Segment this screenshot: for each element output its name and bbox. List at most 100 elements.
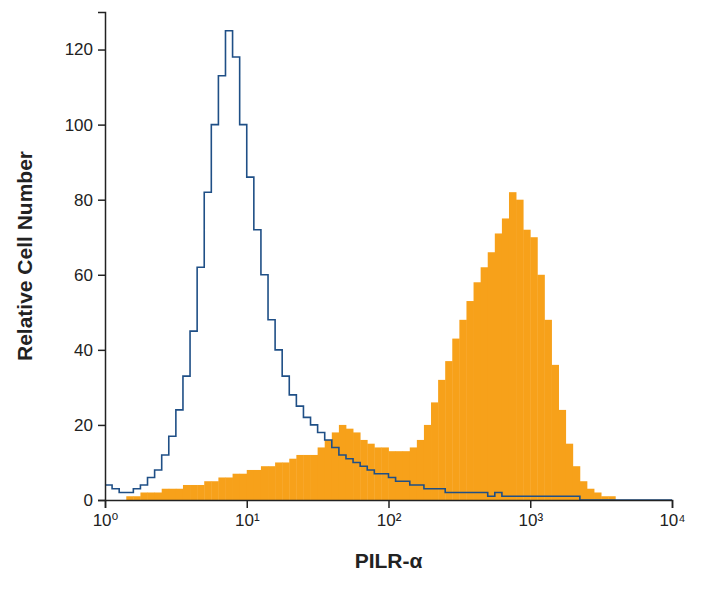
y-tick-mark	[98, 425, 105, 427]
histogram-bar	[240, 474, 247, 500]
histogram-bar	[325, 440, 332, 500]
histogram-bar	[148, 492, 156, 500]
y-axis-title: Relative Cell Number	[13, 151, 36, 361]
y-tick-mark	[98, 49, 105, 51]
histogram-bar	[403, 451, 411, 500]
histogram-bar	[396, 451, 403, 500]
x-tick-label: 10³	[518, 511, 543, 530]
y-tick-label: 40	[74, 341, 93, 360]
histogram-bar	[544, 320, 552, 500]
y-tick: 80	[74, 191, 105, 210]
x-tick-label: 10⁴	[659, 511, 685, 530]
histogram-bar	[481, 267, 488, 500]
chart: 10⁰ 10¹ 10² 10³ 10⁴ 0 20 40 60 80 100 120 PILR-α Rela…	[0, 0, 701, 598]
y-tick-label: 60	[74, 266, 93, 285]
x-axis-line	[106, 501, 673, 509]
histogram-bar	[417, 440, 424, 500]
histogram-bar	[197, 485, 204, 500]
histogram-bar	[133, 496, 140, 500]
y-tick-label: 120	[65, 40, 93, 59]
histogram-bar	[502, 218, 509, 500]
histogram-bar	[552, 365, 559, 500]
histogram-bar	[332, 432, 339, 500]
y-tick-label: 20	[74, 416, 93, 435]
histogram-bar	[311, 455, 318, 500]
y-axis: 0 20 40 60 80 100 120	[65, 13, 106, 510]
histogram-bar	[211, 481, 218, 500]
histogram-bar	[559, 410, 566, 500]
histogram-bar	[268, 466, 275, 500]
histogram-bar	[275, 462, 282, 500]
histogram-bar	[537, 275, 544, 500]
y-tick-mark	[98, 124, 105, 126]
histogram-bar	[594, 492, 601, 500]
y-tick: 0	[84, 491, 105, 510]
x-tick-mark	[247, 500, 249, 508]
histogram-bar	[155, 492, 162, 500]
x-tick-label: 10¹	[235, 511, 260, 530]
histogram-bar	[516, 200, 523, 500]
histogram-bar	[445, 361, 452, 500]
histogram-bar	[566, 444, 573, 500]
histogram-bar	[247, 470, 254, 500]
histogram-bar	[233, 474, 240, 500]
histogram-bar	[509, 192, 516, 500]
histogram-bar	[410, 447, 417, 500]
histogram-bar	[431, 402, 439, 500]
histogram-bar	[204, 481, 211, 500]
histogram-bar	[339, 425, 346, 500]
marks	[105, 31, 672, 500]
histogram-bar	[523, 230, 530, 500]
y-tick: 60	[74, 266, 105, 285]
x-tick: 10³	[518, 500, 543, 530]
histogram-bar	[318, 447, 325, 500]
x-tick-mark	[530, 500, 532, 508]
x-axis-title: PILR-α	[355, 549, 423, 572]
y-tick-mark	[98, 199, 105, 201]
histogram-bar	[459, 320, 466, 500]
x-axis: 10⁰ 10¹ 10² 10³ 10⁴	[93, 500, 686, 530]
y-tick: 100	[65, 116, 105, 135]
y-axis-line	[98, 13, 106, 501]
histogram-bar	[176, 489, 183, 500]
x-tick-mark	[388, 500, 390, 508]
histogram-bar	[296, 455, 303, 500]
histogram-bar	[183, 485, 190, 500]
y-tick-label: 100	[65, 116, 93, 135]
histogram-bar	[225, 477, 232, 500]
x-tick: 10¹	[235, 500, 260, 530]
histogram-bar	[218, 477, 225, 500]
y-tick: 40	[74, 341, 105, 360]
histogram-bar	[573, 466, 581, 500]
y-tick: 20	[74, 416, 105, 435]
x-tick-mark	[672, 500, 674, 508]
histogram-bar	[126, 496, 133, 500]
histogram-bar	[346, 429, 353, 500]
x-tick-label: 10²	[377, 511, 402, 530]
x-tick: 10²	[377, 500, 402, 530]
histogram-bar	[162, 489, 169, 500]
x-tick-label: 10⁰	[93, 511, 119, 530]
histogram-bar	[452, 339, 459, 500]
histogram-bar	[169, 489, 176, 500]
histogram-bar	[289, 459, 297, 500]
histogram-outline	[105, 31, 672, 500]
histogram-bar	[389, 451, 396, 500]
histogram-bar	[530, 237, 537, 500]
histogram-bar	[254, 470, 261, 500]
histogram-bar	[495, 233, 502, 500]
y-tick-label: 80	[74, 191, 93, 210]
y-tick-label: 0	[84, 491, 93, 510]
histogram-bar	[282, 462, 289, 500]
plot: 10⁰ 10¹ 10² 10³ 10⁴ 0 20 40 60 80 100 120	[65, 13, 686, 531]
histogram	[126, 192, 615, 500]
histogram-bar	[466, 301, 473, 500]
histogram-bar	[303, 455, 310, 500]
y-tick-mark	[98, 275, 105, 277]
histogram-bar	[488, 252, 495, 500]
histogram-bar	[580, 481, 587, 500]
y-tick-mark	[98, 500, 105, 502]
x-tick: 10⁰	[93, 500, 119, 530]
y-tick-mark	[98, 350, 105, 352]
histogram-bar	[474, 282, 481, 500]
